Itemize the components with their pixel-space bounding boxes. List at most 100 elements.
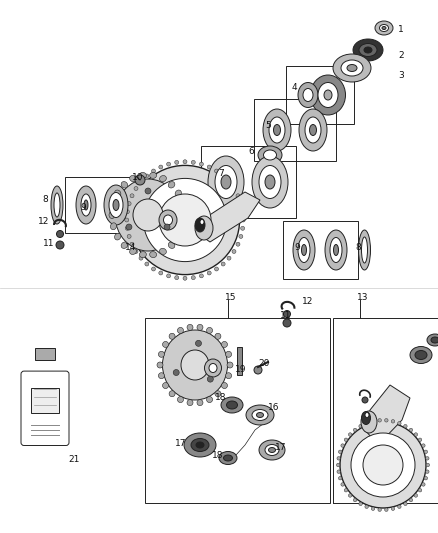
Ellipse shape bbox=[241, 218, 245, 222]
Ellipse shape bbox=[162, 383, 169, 389]
Ellipse shape bbox=[264, 150, 276, 160]
Ellipse shape bbox=[364, 47, 372, 53]
Ellipse shape bbox=[391, 419, 395, 423]
Text: 18: 18 bbox=[212, 450, 223, 459]
Ellipse shape bbox=[177, 327, 184, 334]
Ellipse shape bbox=[301, 245, 307, 255]
Ellipse shape bbox=[330, 238, 342, 262]
Ellipse shape bbox=[299, 109, 327, 151]
Ellipse shape bbox=[371, 419, 375, 423]
Text: 17: 17 bbox=[175, 439, 187, 448]
Ellipse shape bbox=[51, 186, 63, 224]
Ellipse shape bbox=[378, 508, 381, 512]
Ellipse shape bbox=[385, 418, 388, 422]
Ellipse shape bbox=[252, 156, 288, 208]
Ellipse shape bbox=[195, 218, 205, 232]
Ellipse shape bbox=[215, 166, 237, 198]
Polygon shape bbox=[193, 192, 260, 242]
Ellipse shape bbox=[180, 223, 186, 230]
Ellipse shape bbox=[152, 169, 155, 173]
Ellipse shape bbox=[115, 233, 121, 240]
Ellipse shape bbox=[200, 220, 204, 224]
Circle shape bbox=[283, 311, 290, 318]
Ellipse shape bbox=[371, 507, 375, 511]
Ellipse shape bbox=[298, 238, 310, 262]
Ellipse shape bbox=[145, 262, 149, 266]
Text: 7: 7 bbox=[218, 169, 224, 179]
Ellipse shape bbox=[130, 242, 134, 246]
Ellipse shape bbox=[109, 192, 123, 217]
Ellipse shape bbox=[341, 444, 344, 447]
Ellipse shape bbox=[84, 200, 88, 210]
Ellipse shape bbox=[239, 235, 243, 238]
Ellipse shape bbox=[414, 433, 417, 437]
Ellipse shape bbox=[337, 470, 340, 473]
Ellipse shape bbox=[263, 109, 291, 151]
Ellipse shape bbox=[398, 422, 401, 425]
Ellipse shape bbox=[426, 463, 430, 467]
Text: 8: 8 bbox=[42, 196, 48, 205]
Ellipse shape bbox=[54, 193, 60, 217]
Ellipse shape bbox=[169, 333, 175, 340]
Ellipse shape bbox=[190, 200, 210, 214]
Text: 20: 20 bbox=[258, 359, 269, 367]
Text: 12: 12 bbox=[302, 297, 313, 306]
Ellipse shape bbox=[183, 276, 187, 280]
Ellipse shape bbox=[199, 162, 203, 166]
Ellipse shape bbox=[385, 508, 388, 512]
Ellipse shape bbox=[426, 470, 429, 473]
Ellipse shape bbox=[121, 182, 128, 188]
Ellipse shape bbox=[341, 60, 363, 76]
Ellipse shape bbox=[130, 175, 137, 182]
Ellipse shape bbox=[353, 428, 357, 432]
Ellipse shape bbox=[415, 351, 427, 359]
Ellipse shape bbox=[426, 457, 429, 460]
Circle shape bbox=[164, 224, 170, 230]
Text: 9: 9 bbox=[294, 244, 300, 253]
Ellipse shape bbox=[273, 125, 280, 135]
Ellipse shape bbox=[361, 237, 367, 263]
Ellipse shape bbox=[424, 477, 427, 480]
Ellipse shape bbox=[159, 271, 163, 275]
Ellipse shape bbox=[344, 438, 348, 441]
Ellipse shape bbox=[168, 182, 175, 188]
Ellipse shape bbox=[398, 505, 401, 508]
Ellipse shape bbox=[197, 325, 203, 330]
Ellipse shape bbox=[121, 242, 128, 248]
Ellipse shape bbox=[81, 194, 91, 216]
Text: 6: 6 bbox=[248, 148, 254, 157]
Ellipse shape bbox=[424, 450, 427, 454]
Ellipse shape bbox=[365, 422, 368, 425]
Ellipse shape bbox=[293, 230, 315, 270]
Ellipse shape bbox=[131, 165, 240, 274]
Ellipse shape bbox=[196, 442, 204, 448]
Ellipse shape bbox=[418, 488, 422, 492]
Ellipse shape bbox=[268, 448, 276, 453]
Text: 12: 12 bbox=[38, 217, 49, 227]
Ellipse shape bbox=[348, 433, 352, 437]
Ellipse shape bbox=[359, 44, 377, 56]
Text: 16: 16 bbox=[268, 403, 279, 413]
Ellipse shape bbox=[227, 180, 231, 184]
Ellipse shape bbox=[159, 194, 211, 246]
Ellipse shape bbox=[232, 187, 236, 190]
Ellipse shape bbox=[215, 267, 219, 271]
Ellipse shape bbox=[221, 262, 225, 266]
Text: 5: 5 bbox=[265, 120, 271, 130]
Ellipse shape bbox=[378, 418, 381, 422]
Ellipse shape bbox=[134, 187, 138, 190]
Ellipse shape bbox=[431, 337, 438, 343]
Ellipse shape bbox=[76, 186, 96, 224]
Ellipse shape bbox=[109, 212, 115, 219]
Text: 1: 1 bbox=[398, 26, 404, 35]
Bar bbox=[65, 177, 135, 233]
Ellipse shape bbox=[166, 274, 170, 278]
Ellipse shape bbox=[265, 445, 279, 456]
Ellipse shape bbox=[265, 175, 275, 189]
Ellipse shape bbox=[159, 210, 177, 230]
Ellipse shape bbox=[127, 201, 131, 206]
Ellipse shape bbox=[159, 165, 163, 169]
Ellipse shape bbox=[104, 185, 128, 225]
Ellipse shape bbox=[353, 498, 357, 502]
Ellipse shape bbox=[303, 88, 313, 101]
